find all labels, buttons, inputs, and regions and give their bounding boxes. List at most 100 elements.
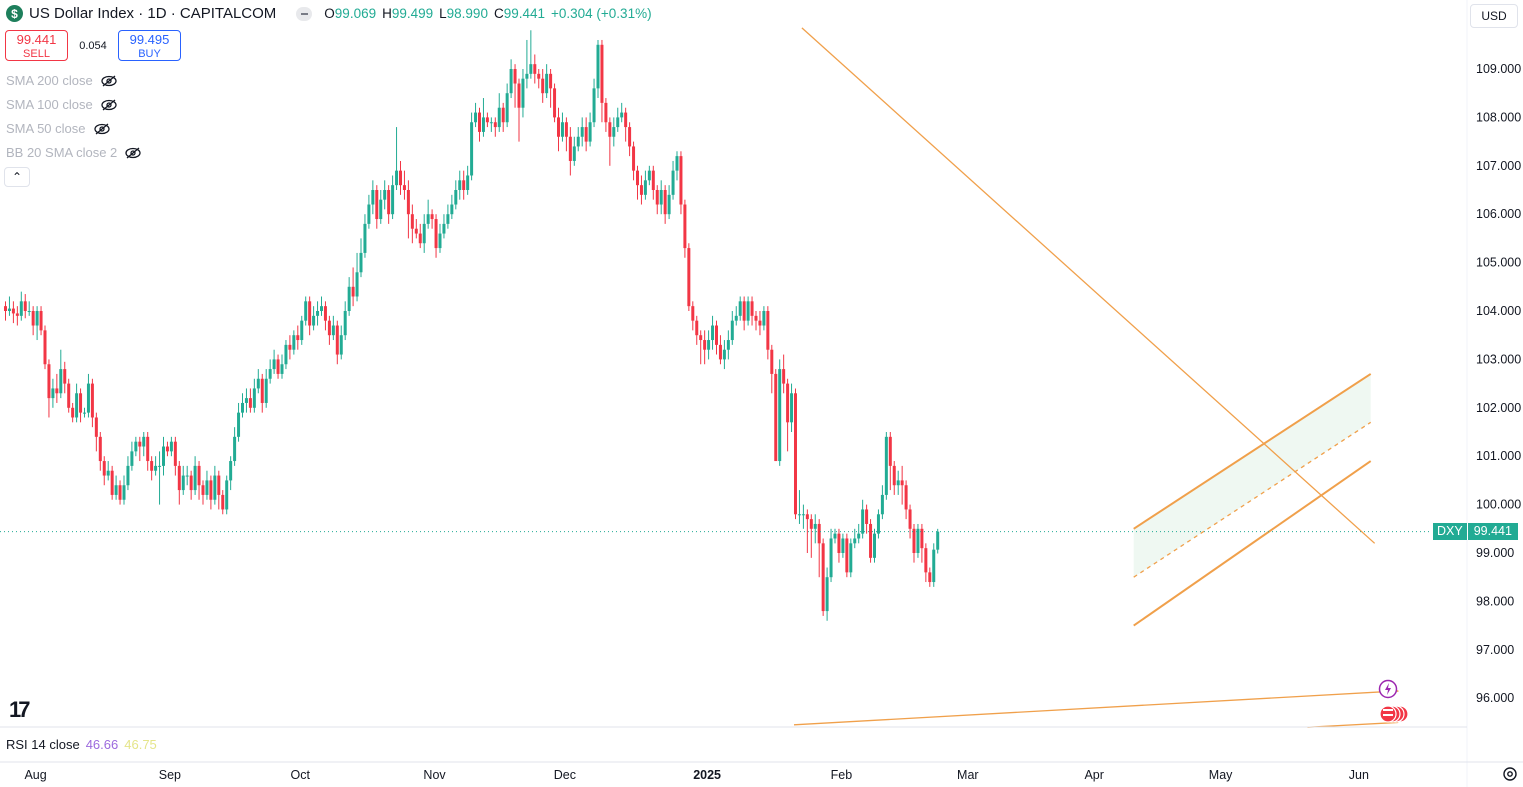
candle-body: [612, 127, 616, 137]
candle-body: [604, 102, 608, 123]
candle: [193, 456, 197, 495]
candle: [821, 538, 825, 616]
trendline-lower-support-2[interactable]: [1307, 721, 1399, 728]
candle-body: [15, 313, 19, 316]
candle-body: [4, 306, 7, 311]
change-value: +0.304 (+0.31%): [551, 6, 652, 21]
trendline-lower-support[interactable]: [793, 690, 1399, 726]
collapse-indicators-button[interactable]: ⌃: [4, 167, 30, 187]
candle: [533, 54, 537, 84]
symbol-title[interactable]: US Dollar Index · 1D · CAPITALCOM: [29, 5, 277, 22]
candle: [801, 504, 805, 529]
candle-body: [284, 344, 288, 365]
candle: [715, 320, 718, 355]
candle-body: [146, 436, 150, 462]
x-tick-label: May: [1209, 768, 1233, 782]
tradingview-logo[interactable]: 17: [9, 697, 31, 722]
candle: [497, 93, 501, 132]
candle-body: [849, 543, 853, 573]
candle: [628, 122, 632, 157]
candle: [805, 509, 809, 553]
candle-body: [932, 549, 936, 583]
candle: [138, 436, 142, 462]
open-value: 99.069: [334, 6, 377, 21]
indicator-sma-200[interactable]: SMA 200 close: [6, 73, 117, 88]
y-tick-label: 104.000: [1476, 304, 1521, 318]
buy-button[interactable]: 99.495 BUY: [118, 30, 181, 61]
trendline-channel-upper[interactable]: [1133, 373, 1372, 530]
candle-body: [406, 190, 410, 215]
candle-body: [813, 523, 817, 529]
candle-body: [691, 306, 695, 321]
candle-body: [241, 402, 244, 413]
candle-body: [51, 388, 55, 399]
candle: [83, 407, 86, 418]
indicator-bb-20[interactable]: BB 20 SMA close 2: [6, 145, 141, 160]
candle: [205, 470, 209, 500]
y-tick-label: 105.000: [1476, 256, 1521, 270]
us-flag-events-icon[interactable]: [1379, 705, 1409, 723]
candle: [703, 330, 707, 365]
gear-icon[interactable]: [1502, 766, 1518, 782]
candle: [707, 330, 711, 360]
eye-off-icon[interactable]: [101, 75, 117, 87]
candle-body: [181, 475, 185, 491]
candle: [296, 325, 300, 350]
currency-button[interactable]: USD: [1470, 4, 1518, 28]
candle: [667, 185, 671, 220]
eye-off-icon[interactable]: [101, 99, 117, 111]
candle: [55, 373, 59, 403]
candle-body: [339, 335, 343, 355]
collapse-legend-button[interactable]: [296, 6, 313, 21]
eye-off-icon[interactable]: [93, 123, 110, 135]
candle-body: [308, 301, 312, 326]
sell-button[interactable]: 99.441 SELL: [5, 30, 68, 61]
candle-body: [142, 436, 146, 447]
candle-body: [513, 69, 517, 84]
indicator-sma-100[interactable]: SMA 100 close: [6, 97, 117, 112]
candle: [150, 456, 154, 481]
candle-body: [391, 185, 395, 215]
candle: [146, 432, 150, 471]
candle-body: [162, 446, 165, 466]
candle: [730, 311, 734, 345]
candle: [655, 185, 659, 215]
candle: [549, 69, 553, 108]
candle: [343, 301, 347, 341]
candle-body: [118, 485, 122, 500]
trendline-channel-mid[interactable]: [1133, 421, 1372, 578]
x-tick-label: Sep: [159, 768, 181, 782]
candle-body: [189, 475, 193, 491]
candle: [391, 175, 395, 220]
candle-body: [312, 315, 316, 326]
candle-body: [517, 83, 521, 108]
candle-body: [379, 199, 383, 220]
indicator-sma-50[interactable]: SMA 50 close: [6, 121, 110, 136]
candle-body: [869, 523, 873, 558]
indicator-label: BB 20 SMA close 2: [6, 145, 118, 160]
rsi-legend[interactable]: RSI 14 close 46.66 46.75: [6, 737, 157, 752]
candle-body: [770, 349, 774, 374]
candle-body: [790, 393, 794, 423]
candle-body: [829, 538, 833, 578]
last-price-tag: DXY 99.441: [1433, 523, 1518, 540]
trendline-channel-lower[interactable]: [1133, 460, 1372, 627]
candle: [620, 102, 624, 123]
candle: [189, 470, 193, 500]
candle-body: [466, 175, 470, 190]
candle: [576, 127, 580, 152]
eye-off-icon[interactable]: [125, 147, 141, 159]
buy-label: BUY: [138, 48, 161, 60]
candle-body: [675, 156, 679, 171]
candle: [252, 378, 256, 413]
candle: [162, 436, 165, 476]
high-label: H: [382, 6, 392, 21]
lightning-event-icon[interactable]: [1378, 679, 1398, 699]
candle: [114, 475, 118, 500]
candle-body: [252, 388, 256, 408]
candle-body: [430, 214, 434, 220]
trendline-descending-resistance[interactable]: [801, 27, 1376, 544]
candle-body: [367, 204, 371, 224]
candle-body: [817, 523, 821, 544]
